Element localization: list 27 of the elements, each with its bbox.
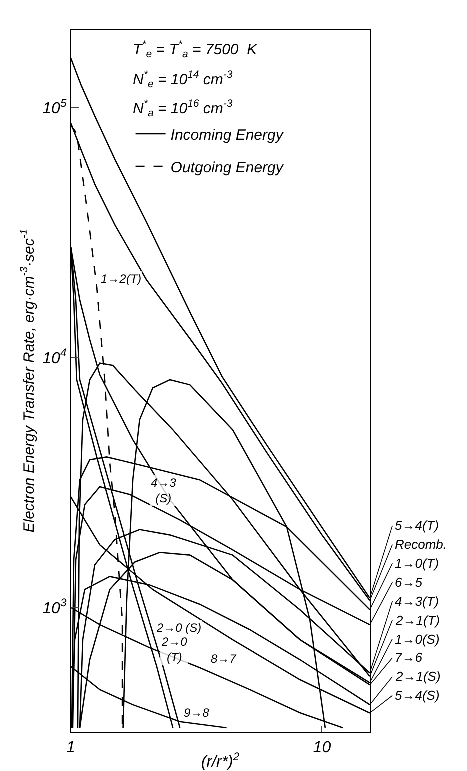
legend-label: Outgoing Energy bbox=[170, 159, 285, 176]
annotation: 6→5 bbox=[395, 575, 424, 590]
annotation: T$^{*}$$_{e}$ = T$^{*}$$_{a}$ = 7500 K bbox=[133, 39, 258, 60]
x-tick-label: 1 bbox=[66, 739, 76, 756]
annotation: 1→2(T) bbox=[101, 272, 142, 286]
annotation: 4→3 (S) bbox=[151, 476, 177, 506]
x-tick-label: 10 bbox=[313, 739, 332, 756]
annotation: N$^{*}$$_{e}$ = 10$^{14}$ cm$^{-3}$ bbox=[133, 69, 233, 90]
annotation: 1→0(S) bbox=[395, 632, 440, 647]
annotation: 4→3(T) bbox=[395, 594, 440, 609]
annotation: 2→1(T) bbox=[395, 613, 440, 628]
y-tick-label: 10$^{3}$ bbox=[42, 598, 68, 618]
annotation: 1→0(T) bbox=[395, 556, 440, 571]
annotation: 5→4(S) bbox=[395, 688, 440, 703]
annotation: Recomb. bbox=[395, 537, 448, 552]
annotation: N$^{*}$$_{a}$ = 10$^{16}$ cm$^{-3}$ bbox=[133, 98, 233, 120]
annotation: 7→6 bbox=[395, 650, 424, 665]
y-tick-label: 10$^{5}$ bbox=[42, 98, 68, 118]
annotation: 8→7 bbox=[211, 652, 238, 666]
y-tick-label: 10$^{4}$ bbox=[42, 348, 67, 368]
annotation: 2→0 (T) bbox=[161, 635, 188, 665]
annotation: 5→4(T) bbox=[395, 518, 440, 533]
legend-label: Incoming Energy bbox=[170, 126, 285, 144]
annotation: 9→8 bbox=[184, 706, 210, 720]
annotation: 2→0 (S) bbox=[156, 621, 202, 635]
x-axis-title: (r/r*)$^{2}$ bbox=[201, 751, 240, 771]
annotation: 2→1(S) bbox=[395, 669, 441, 684]
